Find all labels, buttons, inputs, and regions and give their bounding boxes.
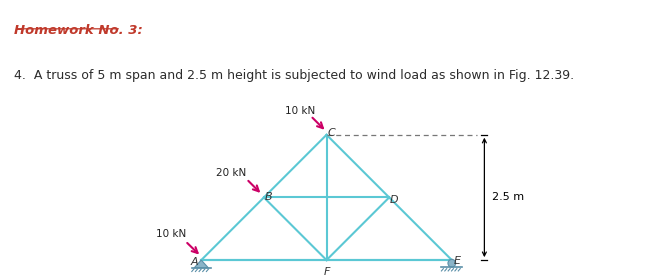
Text: E: E <box>453 256 460 266</box>
Text: 2.5 m: 2.5 m <box>492 193 524 202</box>
Text: D: D <box>390 195 398 205</box>
Text: A: A <box>191 257 198 266</box>
Text: 4.  A truss of 5 m span and 2.5 m height is subjected to wind load as shown in F: 4. A truss of 5 m span and 2.5 m height … <box>14 69 574 82</box>
Text: C: C <box>328 128 335 138</box>
Text: 10 kN: 10 kN <box>286 106 316 116</box>
Text: B: B <box>265 193 272 202</box>
Text: 10 kN: 10 kN <box>156 229 186 239</box>
Text: F: F <box>324 266 329 277</box>
Polygon shape <box>195 260 208 268</box>
Text: 20 kN: 20 kN <box>216 168 246 178</box>
Circle shape <box>448 259 456 267</box>
Text: Homework No. 3:: Homework No. 3: <box>14 24 143 37</box>
